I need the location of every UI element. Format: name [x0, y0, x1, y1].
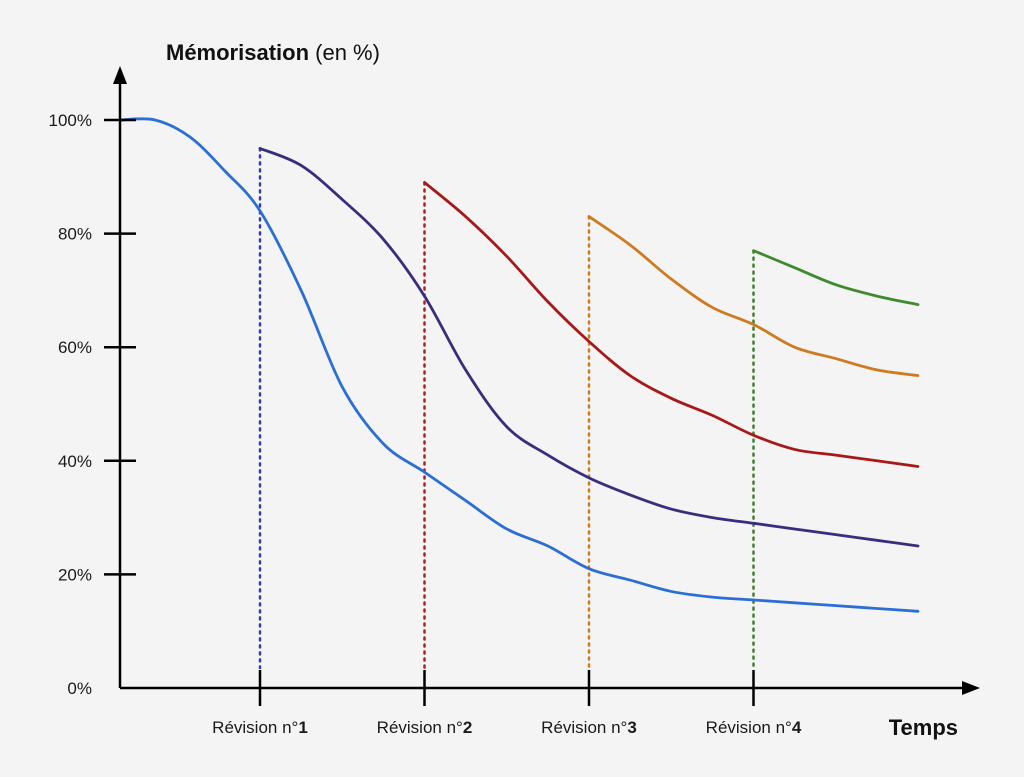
- y-axis-title-unit: (en %): [309, 40, 380, 65]
- y-tick-label: 80%: [58, 225, 92, 244]
- x-ticks: Révision n°1 Révision n°2 Révision n°3 Révi…: [212, 670, 802, 737]
- x-tick-label: Révision n°3: [541, 718, 637, 737]
- x-axis-arrow: [962, 681, 980, 695]
- y-tick-label: 100%: [49, 111, 92, 130]
- x-tick-label: Révision n°1: [212, 718, 308, 737]
- series-layer: [118, 117, 920, 613]
- y-tick-label: 0%: [67, 679, 92, 698]
- series-line-2: [258, 147, 920, 548]
- y-ticks: 100% 80% 60% 40% 20% 0%: [49, 111, 136, 698]
- x-tick-label: Révision n°4: [706, 718, 802, 737]
- series-line-1: [118, 117, 920, 613]
- y-axis-title: Mémorisation (en %): [166, 40, 380, 65]
- series-line-4: [587, 215, 920, 377]
- series-line-5: [752, 249, 920, 306]
- x-tick-label: Révision n°2: [377, 718, 473, 737]
- y-axis-arrow: [113, 66, 127, 84]
- y-tick-label: 20%: [58, 565, 92, 584]
- series-line-3: [423, 181, 920, 468]
- y-tick-label: 60%: [58, 338, 92, 357]
- revision-guides: [258, 147, 755, 670]
- x-axis-title: Temps: [889, 715, 958, 740]
- y-axis-title-bold: Mémorisation: [166, 40, 309, 65]
- y-tick-label: 40%: [58, 452, 92, 471]
